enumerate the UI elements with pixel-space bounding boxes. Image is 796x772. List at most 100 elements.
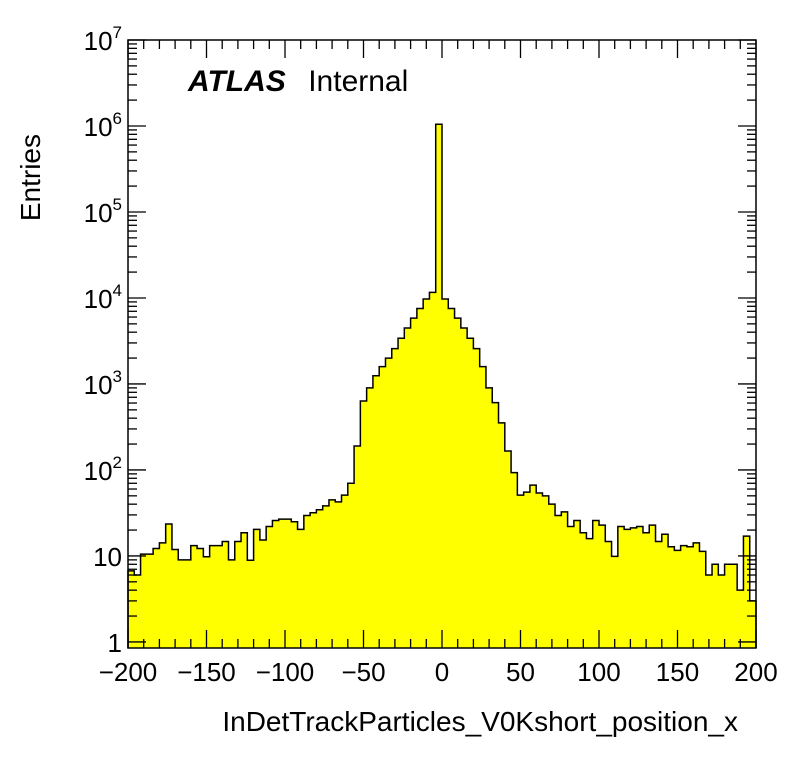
histogram-bar xyxy=(385,358,393,648)
histogram-bar xyxy=(536,492,543,648)
histogram-bar xyxy=(699,551,707,648)
histogram-bar xyxy=(517,495,524,648)
histogram-bars xyxy=(128,124,757,649)
histogram-bar xyxy=(636,526,644,648)
x-tick-label: −50 xyxy=(341,657,385,687)
histogram-bar xyxy=(442,298,449,648)
histogram-bar xyxy=(624,529,631,648)
histogram-bar xyxy=(467,338,474,648)
histogram-bar xyxy=(498,422,506,648)
histogram-bar xyxy=(165,524,173,648)
histogram-bar xyxy=(322,505,330,648)
histogram-bar xyxy=(649,525,656,648)
histogram-bar xyxy=(605,541,612,648)
histogram-bar xyxy=(278,519,286,648)
histogram-bar xyxy=(573,520,581,648)
histogram-bar xyxy=(241,532,248,648)
histogram-bar xyxy=(197,548,204,648)
y-tick-label: 102 xyxy=(84,453,122,486)
histogram-bar xyxy=(473,348,480,648)
histogram-bar xyxy=(693,542,700,648)
histogram-bar xyxy=(454,318,462,648)
atlas-label: ATLAS xyxy=(187,65,286,98)
histogram-bar xyxy=(247,560,254,648)
histogram-bar xyxy=(146,554,154,648)
histogram-bar xyxy=(435,124,443,649)
histogram-bar xyxy=(335,501,342,648)
x-tick-label: −200 xyxy=(99,657,158,687)
histogram-bar xyxy=(680,545,688,648)
histogram-bar xyxy=(310,512,317,648)
histogram-bar xyxy=(668,546,675,648)
x-tick-labels: −200 −150 −100 −50 0 50 100 150 200 xyxy=(99,657,778,687)
histogram-bar xyxy=(523,492,531,648)
x-tick-label: −100 xyxy=(256,657,315,687)
histogram-bar xyxy=(285,519,292,648)
histogram-bar xyxy=(215,545,223,648)
histogram-bar xyxy=(529,485,537,648)
histogram-bar xyxy=(749,600,757,648)
histogram-bar xyxy=(448,308,455,648)
histogram-bar xyxy=(291,521,298,648)
histogram-bar xyxy=(705,575,713,648)
histogram-bar xyxy=(718,575,725,648)
histogram-bar xyxy=(222,541,229,648)
y-tick-label: 103 xyxy=(84,367,122,400)
axis-ticks xyxy=(127,39,757,648)
histogram-bar xyxy=(203,556,210,648)
histogram-bar xyxy=(303,515,311,648)
histogram-bar xyxy=(328,499,336,648)
histogram-bar xyxy=(228,559,236,648)
histogram-bar xyxy=(611,556,619,648)
histogram-bar xyxy=(184,559,192,648)
histogram-bar xyxy=(504,451,512,648)
histogram-bar xyxy=(398,338,405,648)
histogram-bar xyxy=(209,545,217,648)
histogram-bar xyxy=(642,532,650,648)
histogram-bar xyxy=(354,446,361,648)
histogram-bar xyxy=(561,511,568,648)
histogram-bar xyxy=(234,541,242,648)
histogram-bar xyxy=(410,318,418,648)
histogram-bar xyxy=(567,526,575,648)
histogram-bar xyxy=(655,541,663,648)
histogram-bar xyxy=(341,495,349,648)
histogram-bar xyxy=(372,375,380,648)
histogram-bar xyxy=(416,308,424,648)
y-tick-labels: 1 10 102 103 104 105 106 107 xyxy=(84,23,122,658)
histogram-bar xyxy=(730,564,738,648)
histogram-bar xyxy=(485,387,493,648)
x-tick-label: 150 xyxy=(656,657,699,687)
histogram-bar xyxy=(542,495,550,648)
histogram-bar xyxy=(555,515,562,648)
histogram-bar xyxy=(492,402,499,648)
x-tick-label: 100 xyxy=(577,657,620,687)
histogram-bar xyxy=(674,550,681,648)
y-tick-label: 105 xyxy=(84,195,122,228)
histogram-bar xyxy=(347,483,355,648)
x-tick-label: 50 xyxy=(506,657,535,687)
histogram-bar xyxy=(404,328,411,648)
histogram-bar xyxy=(743,536,751,648)
histogram-bar xyxy=(366,387,374,648)
histogram-bar xyxy=(479,366,487,648)
y-tick-label: 1 xyxy=(108,628,122,658)
histogram-bar xyxy=(379,366,386,648)
x-tick-label: 200 xyxy=(734,657,777,687)
histogram-bar xyxy=(253,529,261,648)
histogram-bar xyxy=(586,538,594,648)
histogram-outline xyxy=(127,123,757,648)
histogram-bar xyxy=(297,529,305,648)
histogram-bar xyxy=(360,401,367,648)
histogram-bar xyxy=(259,540,267,648)
histogram-bar xyxy=(599,525,606,648)
histogram-bar xyxy=(661,534,669,648)
x-tick-label: −150 xyxy=(177,657,236,687)
histogram-bar xyxy=(178,559,185,648)
histogram-bar xyxy=(737,590,744,648)
histogram-bar xyxy=(134,575,141,648)
histogram-bar xyxy=(511,472,518,648)
y-tick-label: 107 xyxy=(84,23,122,56)
x-axis-title: InDetTrackParticles_V0Kshort_position_x xyxy=(222,706,738,737)
